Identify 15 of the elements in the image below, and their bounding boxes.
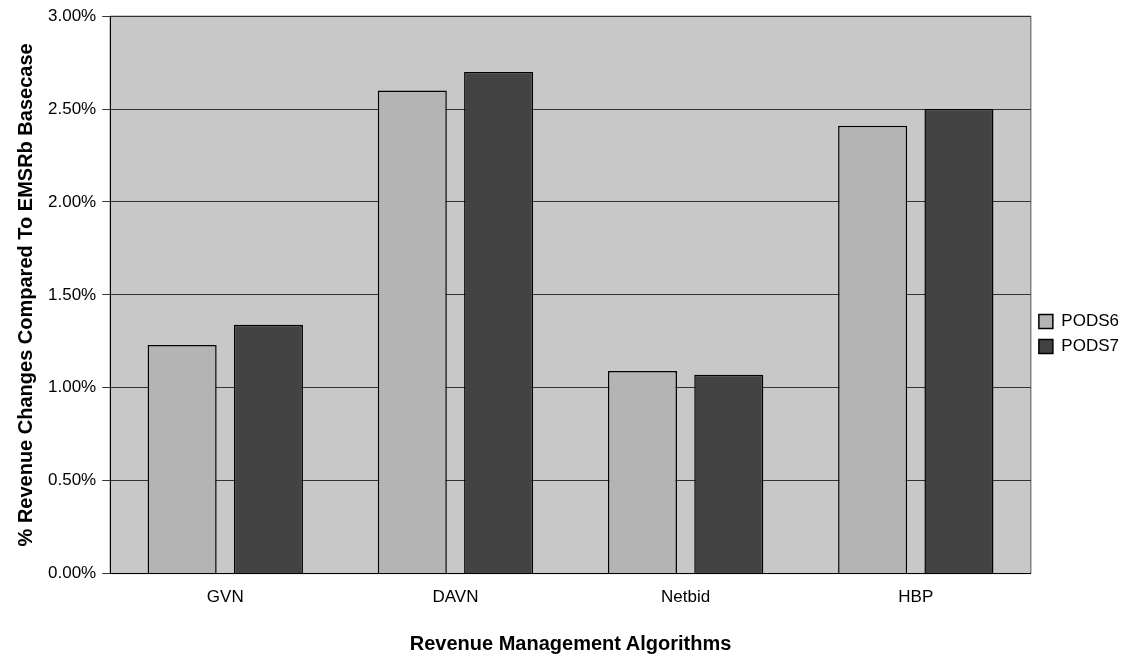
x-axis-title: Revenue Management Algorithms	[409, 631, 732, 654]
legend-label: PODS7	[1061, 336, 1120, 356]
y-tick-label: 2.50%	[48, 98, 97, 118]
y-tick-label: 1.50%	[48, 284, 97, 304]
x-tick-label: Netbid	[661, 587, 711, 607]
legend-label: PODS6	[1061, 311, 1120, 331]
x-tick-label: HBP	[898, 587, 934, 607]
y-tick-label: 3.00%	[48, 5, 97, 25]
y-tick-label: 0.00%	[48, 563, 97, 583]
x-tick-label: GVN	[206, 587, 244, 607]
y-tick-label: 2.00%	[48, 191, 97, 211]
x-tick-label: DAVN	[432, 587, 479, 607]
y-axis-title: % Revenue Changes Compared To EMSRb Basecase	[13, 43, 36, 547]
y-tick-label: 0.50%	[48, 470, 97, 490]
y-tick-label: 1.00%	[48, 377, 97, 397]
